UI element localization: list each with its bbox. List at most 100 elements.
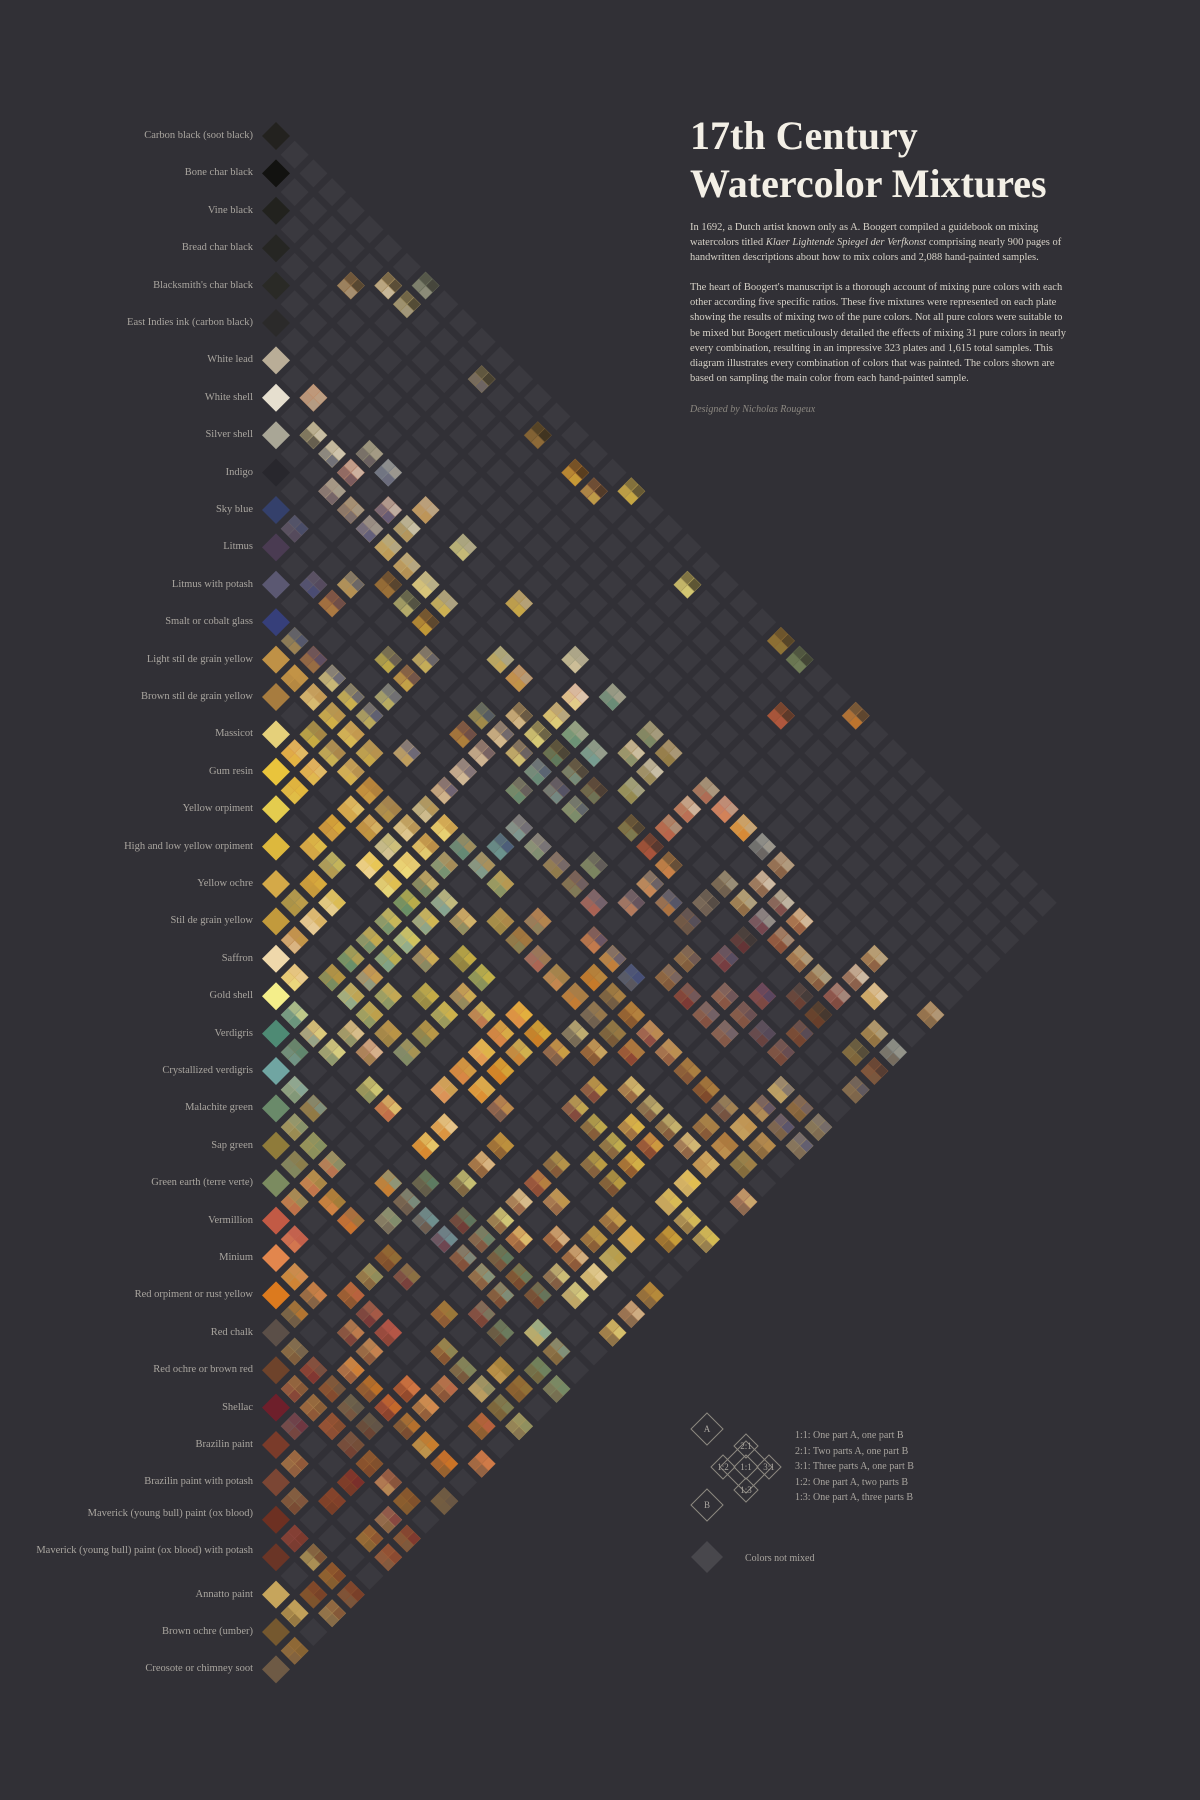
mix-1-1 [542,776,571,805]
mix-3-1 [669,1232,683,1246]
pure-color-swatch [262,832,290,861]
mix-1-1 [579,477,608,506]
mixture-sample [355,926,384,955]
mix-1-1 [430,589,459,618]
mix-1-1 [598,1206,627,1235]
grid-cell [841,739,870,768]
mix-3-1 [519,784,533,797]
mix-2-1 [363,1450,376,1464]
mix-1-2 [636,1027,650,1041]
color-name: Minium [219,1252,253,1263]
mix-1-3 [306,660,320,674]
mix-1-3 [737,828,750,842]
grid-cell [823,832,851,861]
ratio-2-1: 2:1: Two parts A, one part B [795,1445,909,1457]
grid-cell [598,870,627,898]
mix-1-1 [598,944,627,973]
pure-color-swatch [262,496,290,524]
grid-cell [654,926,683,955]
legend-not-mixed-diamond [691,1541,723,1573]
mix-3-1 [575,1027,589,1041]
grid-cell [785,720,814,749]
grid-cell [991,888,1020,917]
mix-3-1 [519,1008,533,1022]
grid-cell [318,327,347,356]
mix-1-2 [299,765,313,779]
grid-cell [299,1468,328,1497]
grid-cell [467,552,496,581]
mix-1-2 [299,391,313,405]
mix-2-1 [718,1132,732,1146]
mix-2-1 [288,964,302,977]
mix-1-3 [587,1090,601,1104]
grid-cell [430,739,459,768]
mix-3-1 [500,1139,514,1153]
mix-1-3 [531,847,545,861]
mix-3-1 [800,1139,814,1153]
mix-1-3 [680,1071,694,1085]
mix-1-1 [636,832,664,861]
grid-cell [430,1412,459,1441]
mixture-sample [617,1000,646,1029]
mixture-sample [392,552,421,581]
mixture-sample [318,1412,347,1441]
mixture-sample [505,589,534,618]
grid-cell [449,608,477,637]
mix-1-1 [505,926,534,955]
mix-1-1 [617,1225,646,1254]
mixture-sample [374,1393,403,1422]
mix-2-1 [306,646,320,660]
mix-1-2 [337,1027,351,1041]
pure-color-swatch [262,1580,290,1609]
mix-3-1 [295,1008,309,1022]
mixture-sample [636,1019,664,1048]
mix-1-2 [543,1345,556,1358]
mix-3-1 [762,914,776,928]
mix-1-3 [493,1071,507,1085]
mix-1-2 [393,671,407,685]
mix-2-1 [737,1188,750,1202]
mixture-sample [617,1113,646,1142]
mix-3-1 [538,952,552,966]
mixture-sample [392,664,421,693]
mix-2-1 [456,1207,470,1221]
mix-1-3 [662,753,676,767]
color-name: Gum resin [208,765,253,777]
mixture-sample [374,1543,403,1572]
grid-cell [336,234,365,263]
mix-3-1 [313,690,327,704]
mix-1-1 [467,1300,496,1329]
mix-1-1 [411,1206,440,1235]
mix-1-1 [841,1038,870,1067]
grid-cell [785,757,814,786]
mix-3-1 [800,952,814,966]
mix-1-1 [505,1374,534,1403]
mix-3-1 [295,896,309,910]
mix-1-3 [550,1052,563,1066]
mixture-sample [860,1019,889,1048]
mix-1-3 [363,865,376,879]
mix-1-3 [456,847,470,861]
pure-color-swatch [262,1618,290,1646]
mix-1-3 [550,716,563,730]
mix-2-1 [774,1038,788,1052]
mix-1-1 [374,271,403,300]
mixture-sample [467,851,496,880]
grid-cell [617,589,646,618]
mix-1-2 [356,746,369,760]
mixture-sample [486,907,515,936]
grid-cell [392,626,421,655]
mix-1-3 [344,1221,358,1235]
mix-1-1 [486,870,515,898]
mix-1-2 [842,971,856,984]
mix-1-2 [599,1176,613,1190]
mix-1-1 [748,1019,777,1048]
mix-1-1 [766,1113,795,1142]
mix-1-2 [449,1214,463,1228]
mix-1-2 [449,1176,463,1190]
mix-1-1 [841,701,870,730]
mix-1-3 [419,1221,433,1235]
mix-3-1 [781,858,795,872]
mix-1-1 [299,383,328,412]
pure-color-swatch [262,383,290,412]
